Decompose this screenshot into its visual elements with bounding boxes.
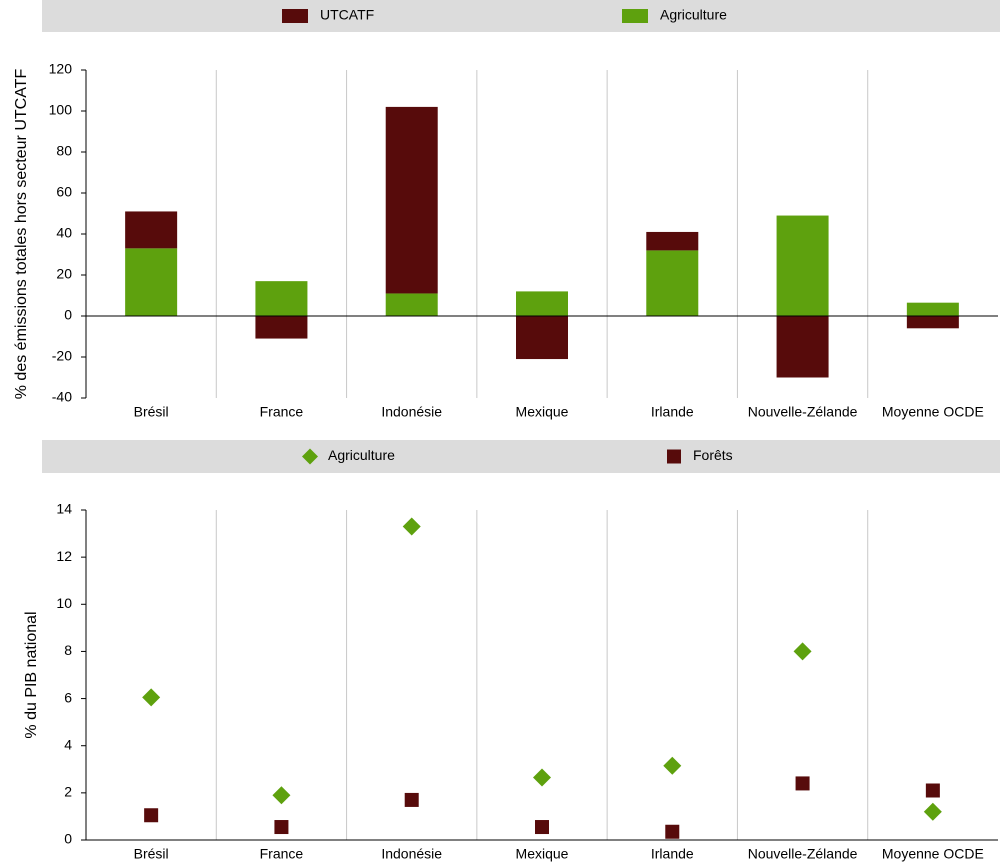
point: [663, 756, 682, 775]
point: [665, 824, 680, 839]
x-tick-label: Indonésie: [381, 846, 442, 862]
bar-segment: [255, 281, 308, 316]
bar-segment: [516, 316, 568, 360]
plot-background: [86, 510, 998, 840]
x-tick-label: Nouvelle-Zélande: [748, 404, 858, 420]
y-tick-label: 0: [64, 307, 72, 323]
x-tick-label: Moyenne OCDE: [882, 404, 984, 420]
point: [923, 802, 942, 821]
legend-background: [42, 0, 1000, 32]
legend-swatch: [622, 9, 648, 23]
y-tick-label: 12: [56, 548, 72, 564]
x-tick-label: Brésil: [134, 846, 169, 862]
y-axis-label: % du PIB national: [23, 611, 40, 738]
point: [404, 792, 419, 807]
x-tick-label: Irlande: [651, 404, 694, 420]
y-tick-label: 6: [64, 689, 72, 705]
y-tick-label: 40: [56, 225, 72, 241]
bar-segment: [125, 248, 178, 316]
y-tick-label: -20: [52, 348, 72, 364]
y-tick-label: 120: [49, 61, 73, 77]
legend-label: Agriculture: [328, 447, 395, 463]
point: [142, 688, 161, 707]
y-tick-label: 100: [49, 102, 73, 118]
point: [272, 786, 291, 805]
bar-segment: [776, 316, 829, 378]
legend-swatch: [667, 449, 681, 464]
x-tick-label: Irlande: [651, 846, 694, 862]
point: [144, 808, 159, 823]
bar-segment: [646, 250, 699, 316]
bar-segment: [906, 316, 959, 329]
legend-background: [42, 440, 1000, 473]
y-tick-label: 14: [56, 501, 72, 517]
y-tick-label: 4: [64, 736, 72, 752]
y-tick-label: 80: [56, 143, 72, 159]
point: [793, 642, 812, 661]
x-tick-label: Moyenne OCDE: [882, 846, 984, 862]
y-tick-label: 8: [64, 642, 72, 658]
point: [535, 820, 549, 835]
bar-segment: [385, 106, 438, 294]
y-tick-label: 60: [56, 184, 72, 200]
legend-label: Agriculture: [660, 7, 727, 23]
bar-segment: [646, 231, 699, 251]
bar-segment: [255, 316, 308, 339]
bar-segment: [125, 211, 178, 249]
point: [274, 820, 289, 835]
bar-segment: [776, 215, 829, 316]
point: [925, 783, 940, 798]
legend-swatch: [282, 9, 308, 23]
x-tick-label: France: [260, 404, 304, 420]
point: [402, 517, 421, 536]
legend-label: Forêts: [693, 447, 733, 463]
bar-segment: [906, 302, 959, 316]
y-axis-label: % des émissions totales hors secteur UTC…: [13, 69, 30, 400]
x-tick-label: Indonésie: [381, 404, 442, 420]
y-tick-label: 20: [56, 266, 72, 282]
y-tick-label: 0: [64, 831, 72, 847]
x-tick-label: Brésil: [134, 404, 169, 420]
bar-segment: [516, 291, 568, 316]
x-tick-label: Nouvelle-Zélande: [748, 846, 858, 862]
legend-swatch: [302, 448, 318, 465]
y-tick-label: -40: [52, 389, 72, 405]
x-tick-label: France: [260, 846, 304, 862]
x-tick-label: Mexique: [516, 846, 569, 862]
y-tick-label: 2: [64, 784, 72, 800]
y-tick-label: 10: [56, 595, 72, 611]
legend-label: UTCATF: [320, 7, 374, 23]
x-tick-label: Mexique: [516, 404, 569, 420]
point: [795, 776, 810, 791]
point: [533, 768, 551, 787]
bar-segment: [385, 293, 438, 316]
